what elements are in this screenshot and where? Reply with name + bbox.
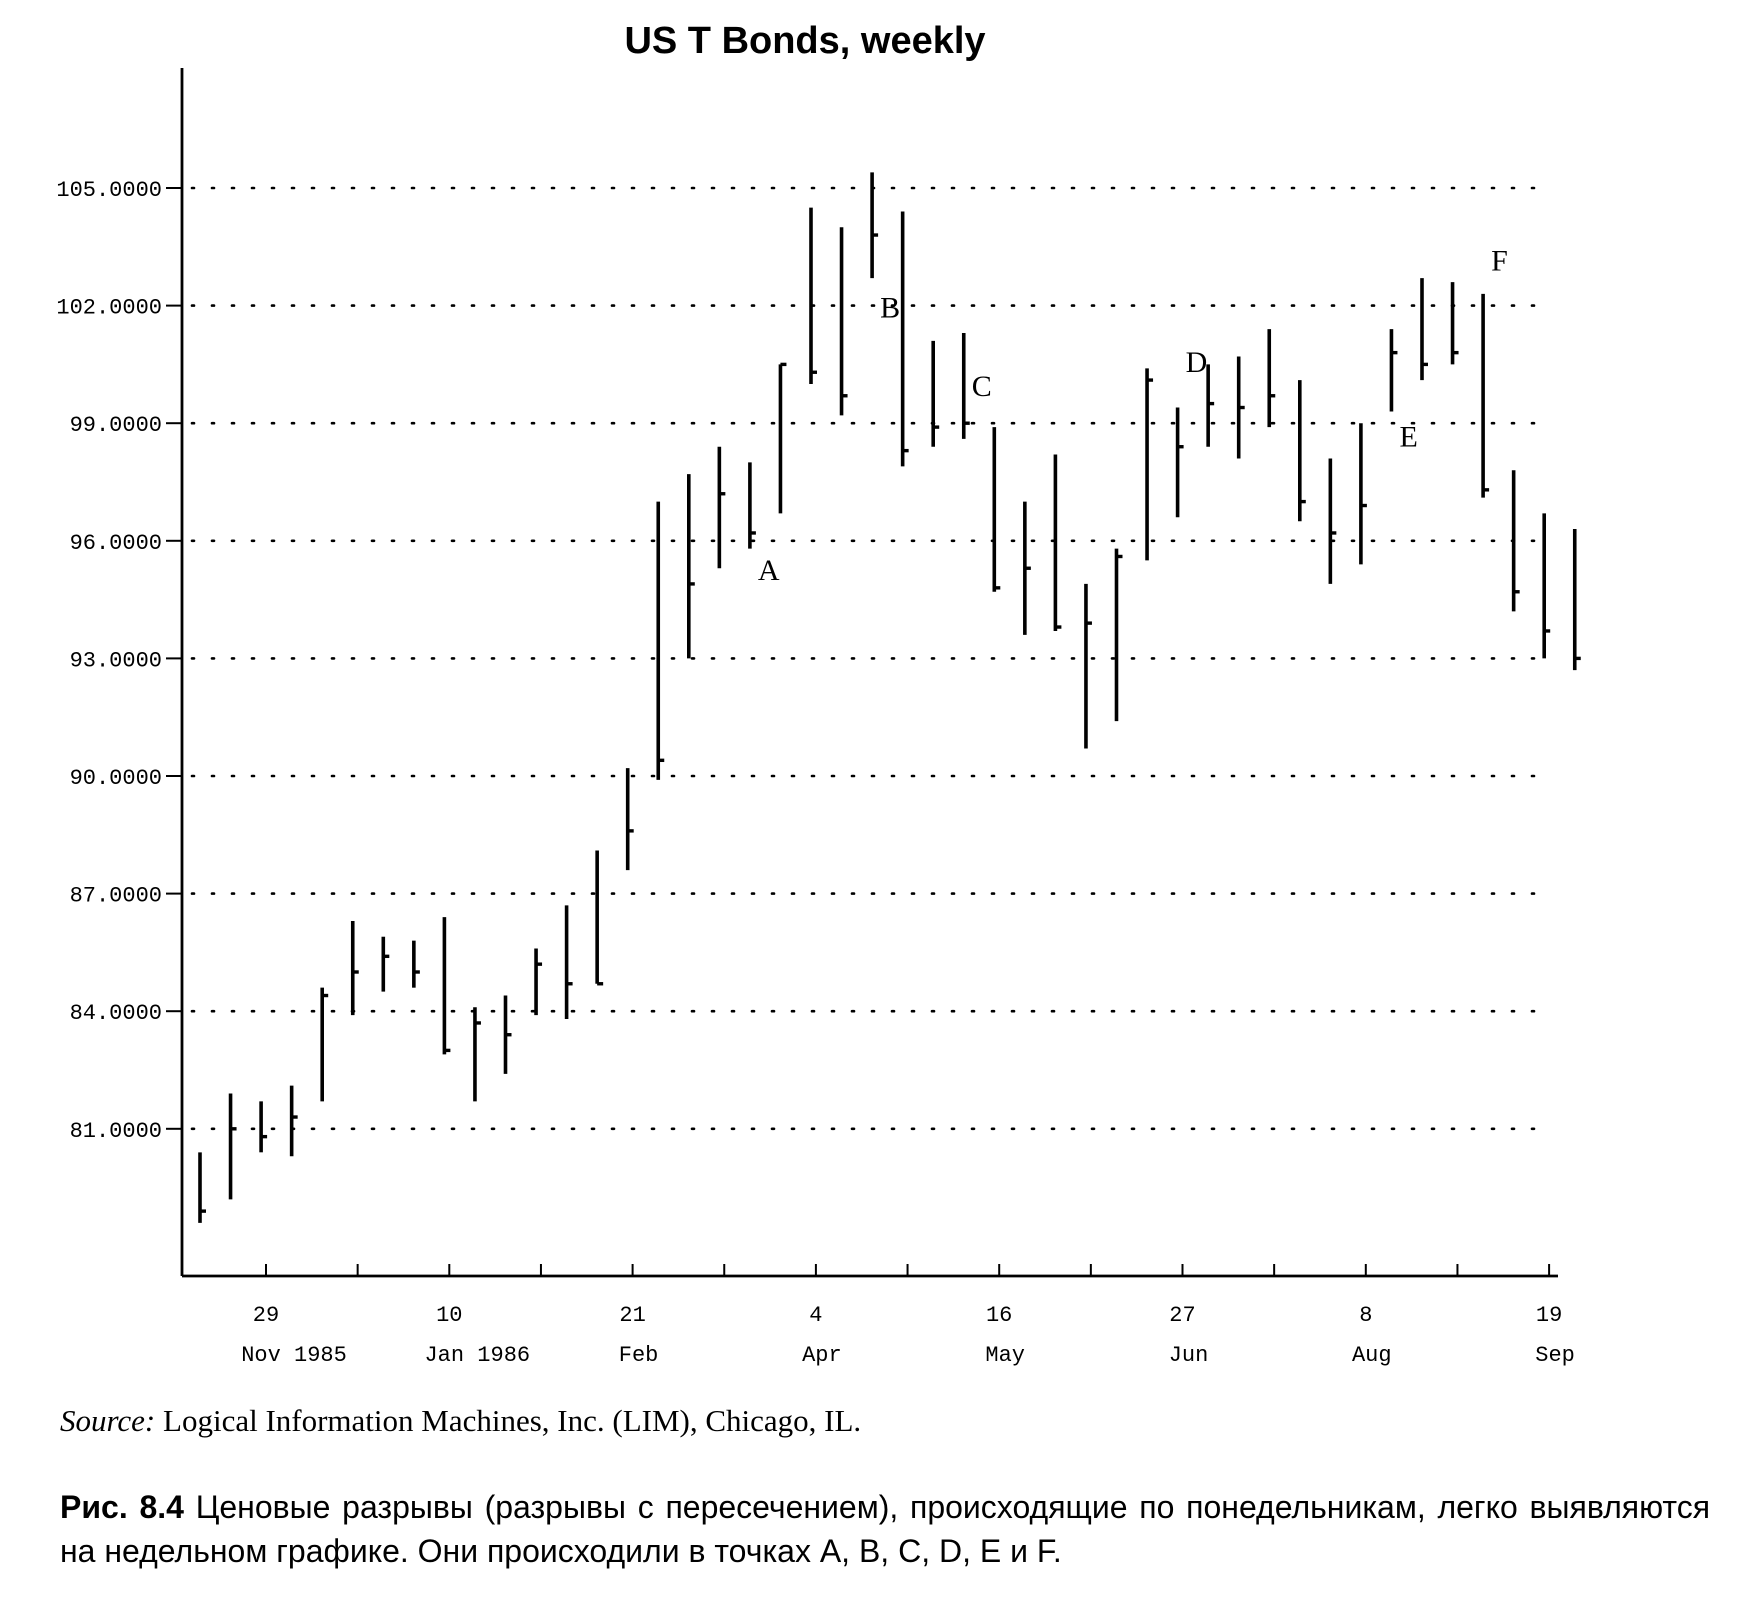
x-tick-day: 21 [619, 1303, 645, 1328]
caption-label: Рис. 8.4 [60, 1489, 184, 1525]
x-tick-day: 29 [253, 1303, 279, 1328]
price-bar [1420, 278, 1428, 381]
x-tick-month: Jan 1986 [424, 1343, 530, 1368]
price-bar [228, 1093, 237, 1200]
price-bar [442, 917, 451, 1055]
price-bar [1450, 282, 1459, 365]
y-tick-label: 105.0000 [56, 178, 162, 203]
price-bar [870, 172, 879, 279]
x-tick-month: Feb [619, 1343, 659, 1368]
x-tick-month: Aug [1352, 1343, 1392, 1368]
price-bar [1572, 529, 1581, 671]
price-bar [412, 940, 420, 988]
price-bar [564, 905, 573, 1020]
y-tick-label: 87.0000 [70, 884, 162, 909]
price-bar [1206, 364, 1215, 447]
price-bar [503, 995, 512, 1074]
price-bar [1053, 454, 1062, 631]
x-tick-day: 10 [436, 1303, 462, 1328]
price-bar [961, 333, 970, 439]
y-tick-label: 84.0000 [70, 1001, 162, 1026]
y-tick-label: 99.0000 [70, 413, 162, 438]
price-bar [320, 987, 329, 1102]
x-tick-month: Jun [1169, 1343, 1209, 1368]
price-bar [381, 936, 390, 992]
price-bars [198, 172, 1581, 1223]
price-bar [1236, 356, 1245, 459]
y-tick-label: 96.0000 [70, 531, 162, 556]
price-bar [717, 446, 726, 569]
price-bar [1359, 423, 1367, 565]
price-bar [1481, 293, 1490, 498]
price-bar [534, 948, 543, 1016]
price-bar [748, 462, 756, 549]
price-bar [1114, 548, 1123, 722]
annotation-label: A [758, 554, 780, 587]
price-bar [625, 768, 634, 871]
price-bar [900, 211, 909, 467]
x-tick-day: 8 [1359, 1303, 1372, 1328]
gap-annotations: A B C D E F [758, 244, 1508, 587]
annotation-label: B [880, 291, 900, 324]
price-bar [198, 1152, 206, 1223]
annotation-label: F [1491, 244, 1508, 277]
price-bar [1145, 368, 1154, 561]
x-tick-month: May [985, 1343, 1025, 1368]
chart-title: US T Bonds, weekly [624, 20, 986, 62]
price-bar [1298, 380, 1306, 522]
y-tick-label: 102.0000 [56, 296, 162, 321]
price-bar [1023, 501, 1031, 635]
price-bar [259, 1101, 268, 1153]
price-bar [473, 1007, 481, 1102]
price-bar [809, 207, 817, 384]
price-bar [1389, 329, 1398, 412]
y-tick-label: 93.0000 [70, 648, 162, 673]
source-label: Source: [60, 1403, 156, 1438]
source-note: Source: Logical Information Machines, In… [60, 1403, 861, 1439]
price-bar [1328, 458, 1337, 584]
price-bar [656, 501, 665, 780]
y-tick-label: 90.0000 [70, 766, 162, 791]
x-tick-month: Nov 1985 [241, 1343, 347, 1368]
axes: 81.0000 84.0000 87.0000 90.0000 93.0000 96.00… [56, 68, 1575, 1368]
price-bar [931, 340, 940, 447]
price-bar [1175, 407, 1184, 518]
x-tick-day: 4 [809, 1303, 822, 1328]
price-bar [992, 427, 1001, 592]
grid-lines [190, 186, 1540, 1131]
annotation-label: E [1399, 421, 1417, 454]
caption-text: Ценовые разрывы (разрывы с пересечением)… [60, 1489, 1711, 1569]
price-bar [1267, 329, 1276, 428]
ohlc-chart: 81.0000 84.0000 87.0000 90.0000 93.0000 96.00… [56, 68, 1581, 1368]
x-tick-month: Apr [802, 1343, 842, 1368]
annotation-label: C [972, 370, 992, 403]
x-tick-day: 27 [1169, 1303, 1195, 1328]
price-bar [1511, 470, 1520, 612]
price-bar [839, 227, 848, 416]
price-bar [289, 1085, 298, 1157]
price-bar [1084, 583, 1092, 749]
annotation-label: D [1186, 346, 1208, 379]
x-tick-day: 16 [986, 1303, 1012, 1328]
source-text: Logical Information Machines, Inc. (LIM)… [163, 1403, 862, 1438]
y-tick-label: 81.0000 [70, 1119, 162, 1144]
price-bar [1542, 513, 1551, 659]
price-bar [350, 921, 359, 1016]
x-tick-day: 19 [1536, 1303, 1562, 1328]
price-bar [595, 850, 604, 986]
price-bar [686, 474, 695, 659]
price-bar [778, 362, 787, 514]
x-tick-month: Sep [1535, 1343, 1575, 1368]
figure-caption: Рис. 8.4 Ценовые разрывы (разрывы с пере… [60, 1485, 1710, 1573]
